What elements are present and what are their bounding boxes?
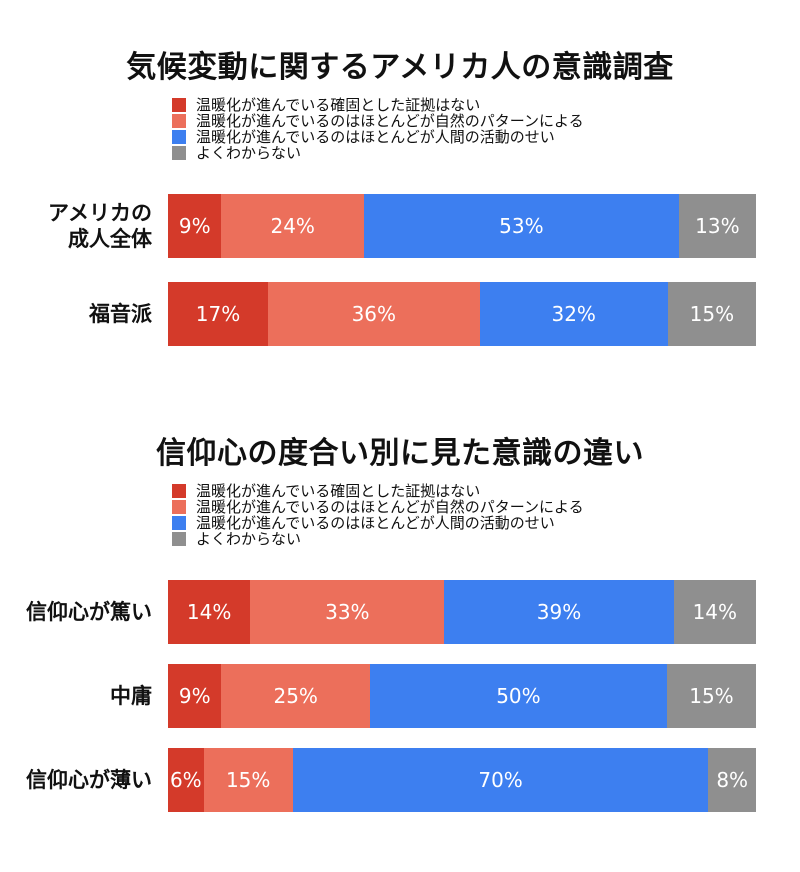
bar-segment: 17%	[168, 282, 268, 346]
category-label-text: アメリカの 成人全体	[48, 201, 152, 251]
bar-segment: 53%	[363, 194, 679, 258]
category-label-text: 信仰心が篤い	[26, 600, 152, 624]
data-label: 25%	[273, 684, 318, 708]
data-label: 53%	[499, 214, 544, 238]
stacked-bar: 17% 36% 32% 15%	[168, 282, 756, 346]
legend-label: 温暖化が進んでいるのはほとんどが人間の活動のせい	[196, 514, 555, 532]
data-label: 6%	[169, 768, 202, 792]
legend-item: 温暖化が進んでいるのはほとんどが自然のパターンによる	[172, 113, 584, 129]
stacked-bar: 6% 15% 70% 8%	[168, 748, 756, 812]
stacked-bar: 9% 25% 50% 15%	[168, 664, 756, 728]
legend-item: 温暖化が進んでいる確固とした証拠はない	[172, 97, 584, 113]
bar-segment: 15%	[667, 282, 756, 346]
data-label: 24%	[270, 214, 315, 238]
category-label: 信仰心が薄い	[26, 748, 152, 812]
data-label: 13%	[695, 214, 740, 238]
data-label: 39%	[536, 600, 582, 624]
data-label: 15%	[689, 684, 734, 708]
category-label: 福音派	[89, 282, 152, 346]
legend-item: 温暖化が進んでいるのはほとんどが人間の活動のせい	[172, 129, 584, 145]
legend-label: よくわからない	[196, 144, 302, 162]
bar-segment: 24%	[221, 194, 364, 258]
bar-segment: 14%	[673, 580, 756, 644]
stacked-bar: 14% 33% 39% 14%	[168, 580, 756, 644]
bar-segment: 36%	[267, 282, 480, 346]
data-label: 15%	[225, 768, 271, 792]
bar-segment: 9%	[168, 664, 222, 728]
legend-swatch	[172, 130, 186, 144]
data-label: 15%	[689, 302, 735, 326]
data-label: 32%	[551, 302, 596, 326]
bar-segment: 15%	[203, 748, 293, 812]
legend-item: 温暖化が進んでいるのはほとんどが自然のパターンによる	[172, 499, 584, 515]
legend-label: 温暖化が進んでいる確固とした証拠はない	[196, 96, 481, 114]
category-label: 中庸	[110, 664, 152, 728]
data-label: 9%	[178, 684, 211, 708]
legend: 温暖化が進んでいる確固とした証拠はない 温暖化が進んでいるのはほとんどが自然のパタ…	[172, 97, 584, 161]
data-label: 70%	[478, 768, 523, 792]
legend-label: 温暖化が進んでいるのはほとんどが自然のパターンによる	[196, 112, 584, 130]
bar-segment: 50%	[369, 664, 667, 728]
legend-swatch	[172, 516, 186, 530]
legend-item: 温暖化が進んでいる確固とした証拠はない	[172, 483, 584, 499]
legend-label: 温暖化が進んでいる確固とした証拠はない	[196, 482, 481, 500]
data-label: 36%	[351, 302, 397, 326]
bar-segment: 6%	[168, 748, 204, 812]
category-label: アメリカの 成人全体	[48, 194, 152, 258]
legend-swatch	[172, 532, 186, 546]
legend-item: よくわからない	[172, 531, 584, 547]
legend-label: よくわからない	[196, 530, 302, 548]
data-label: 8%	[716, 768, 749, 792]
data-label: 17%	[195, 302, 241, 326]
legend-label: 温暖化が進んでいるのはほとんどが自然のパターンによる	[196, 498, 584, 516]
legend-swatch	[172, 146, 186, 160]
legend-swatch	[172, 98, 186, 112]
data-label: 14%	[692, 600, 738, 624]
chart-title: 気候変動に関するアメリカ人の意識調査	[126, 50, 674, 85]
category-label-text: 福音派	[89, 302, 152, 326]
stacked-bar: 9% 24% 53% 13%	[168, 194, 756, 258]
data-label: 50%	[496, 684, 541, 708]
bar-segment: 39%	[444, 580, 674, 644]
legend-swatch	[172, 500, 186, 514]
legend-swatch	[172, 114, 186, 128]
data-label: 9%	[178, 214, 211, 238]
bar-segment: 14%	[168, 580, 251, 644]
data-label: 33%	[325, 600, 370, 624]
legend-label: 温暖化が進んでいるのはほとんどが人間の活動のせい	[196, 128, 555, 146]
category-label-text: 中庸	[110, 684, 152, 708]
bar-segment: 25%	[221, 664, 370, 728]
legend: 温暖化が進んでいる確固とした証拠はない 温暖化が進んでいるのはほとんどが自然のパタ…	[172, 483, 584, 547]
legend-item: 温暖化が進んでいるのはほとんどが人間の活動のせい	[172, 515, 584, 531]
legend-item: よくわからない	[172, 145, 584, 161]
legend-swatch	[172, 484, 186, 498]
bar-segment: 13%	[678, 194, 756, 258]
bar-segment: 32%	[479, 282, 668, 346]
category-label-text: 信仰心が薄い	[26, 768, 152, 792]
bar-segment: 9%	[168, 194, 222, 258]
bar-segment: 70%	[292, 748, 709, 812]
chart-title: 信仰心の度合い別に見た意識の違い	[156, 436, 644, 471]
bar-segment: 33%	[250, 580, 445, 644]
category-label: 信仰心が篤い	[26, 580, 152, 644]
bar-segment: 8%	[708, 748, 756, 812]
bar-segment: 15%	[666, 664, 756, 728]
data-label: 14%	[186, 600, 232, 624]
